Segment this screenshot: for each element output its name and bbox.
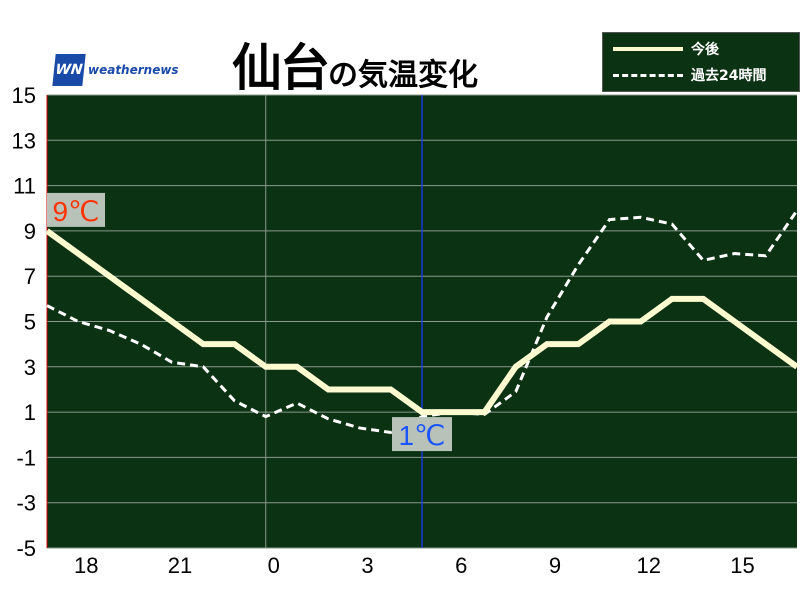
y-tick-label: 1 (24, 400, 36, 425)
logo-mark: WN (52, 54, 86, 86)
title-city: 仙台 (232, 39, 330, 97)
max-temperature-label: 9℃ (52, 196, 99, 227)
logo-text: weathernews (88, 63, 179, 77)
y-tick-label: 13 (12, 128, 36, 153)
y-tick-label: 7 (24, 264, 36, 289)
x-tick-label: 9 (549, 553, 561, 578)
x-tick-label: 12 (637, 553, 661, 578)
legend-forecast-label: 今後 (691, 42, 719, 58)
y-tick-label: 15 (12, 83, 36, 108)
x-tick-label: 18 (74, 553, 98, 578)
y-tick-label: 3 (24, 355, 36, 380)
x-tick-label: 6 (455, 553, 467, 578)
title-suffix: の気温変化 (328, 58, 478, 93)
chart-title: 仙台の気温変化 (232, 28, 478, 100)
legend-past: 過去24時間 (613, 65, 766, 85)
legend: 今後 過去24時間 (602, 32, 800, 92)
y-tick-label: -5 (16, 536, 36, 561)
forecast-line (45, 228, 799, 416)
x-tick-label: 21 (168, 553, 192, 578)
x-tick-label: 3 (361, 553, 373, 578)
dashed-line-swatch (613, 73, 683, 77)
legend-past-label: 過去24時間 (691, 68, 767, 84)
x-tick-label: 0 (268, 553, 280, 578)
solid-line-swatch (613, 47, 683, 51)
y-tick-label: 11 (13, 174, 36, 199)
y-tick-label: -3 (16, 491, 36, 516)
y-tick-label: 9 (24, 219, 36, 244)
y-tick-label: 5 (24, 310, 36, 335)
max-label-box (47, 192, 105, 227)
x-tick-label: 15 (730, 553, 754, 578)
legend-forecast: 今後 (613, 39, 719, 59)
weathernews-logo: WN weathernews (52, 54, 179, 86)
past-24h-line (46, 209, 799, 435)
min-label-box (392, 417, 452, 452)
y-tick-label: -1 (16, 445, 36, 470)
min-temperature-label: 1℃ (398, 420, 445, 451)
